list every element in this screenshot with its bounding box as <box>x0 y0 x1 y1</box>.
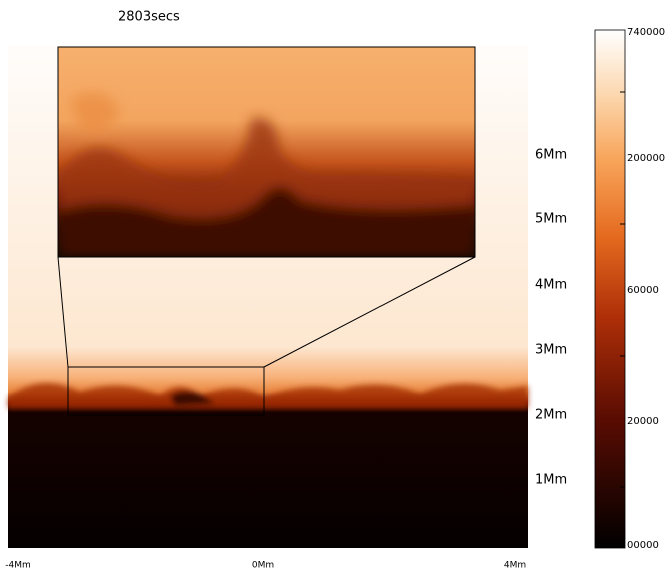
colorbar <box>595 30 625 548</box>
x-labels: -4Mm 0Mm 4Mm <box>5 561 526 571</box>
y-label: 6Mm <box>535 148 567 163</box>
title: 2803secs <box>118 10 180 25</box>
x-label: 4Mm <box>504 561 526 571</box>
y-label: 4Mm <box>535 278 567 293</box>
colorbar-label: 20000 <box>627 416 659 427</box>
colorbar-label: 00000 <box>627 540 659 551</box>
figure: 2803secs 6Mm 5Mm 4Mm 3Mm 2Mm 1Mm -4Mm 0M… <box>0 0 668 571</box>
inset <box>58 47 475 257</box>
y-label: 2Mm <box>535 408 567 423</box>
y-label: 5Mm <box>535 212 567 227</box>
colorbar-label: 60000 <box>627 285 659 296</box>
colorbar-label: 740000 <box>627 27 665 38</box>
y-label: 3Mm <box>535 343 567 358</box>
y-label: 1Mm <box>535 473 567 488</box>
x-label: 0Mm <box>252 561 274 571</box>
x-label: -4Mm <box>5 561 31 571</box>
y-labels: 6Mm 5Mm 4Mm 3Mm 2Mm 1Mm <box>535 148 567 488</box>
colorbar-label: 200000 <box>627 153 665 164</box>
